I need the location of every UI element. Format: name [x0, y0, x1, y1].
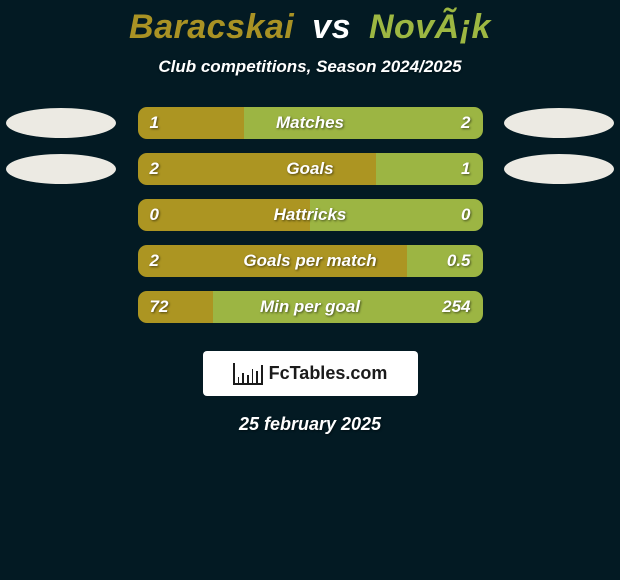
- stat-bar-right: [244, 107, 482, 139]
- stat-bar: 20.5Goals per match: [138, 245, 483, 277]
- date: 25 february 2025: [0, 414, 620, 435]
- stat-bar: 00Hattricks: [138, 199, 483, 231]
- stat-bar-left: [138, 153, 376, 185]
- stat-value-right: 254: [430, 291, 482, 323]
- stat-value-right: 0.5: [435, 245, 483, 277]
- infographic: Baracskai vs NovÃ¡k Club competitions, S…: [0, 0, 620, 435]
- stat-bar: 12Matches: [138, 107, 483, 139]
- stat-rows: 12Matches21Goals00Hattricks20.5Goals per…: [0, 107, 620, 323]
- avatar-right: [504, 154, 614, 184]
- stat-bar-left: [138, 245, 407, 277]
- stat-value-left: 2: [138, 245, 171, 277]
- logo[interactable]: FcTables.com: [203, 351, 418, 396]
- stat-value-right: 2: [449, 107, 482, 139]
- stat-row: 00Hattricks: [0, 199, 620, 231]
- title-player1: Baracskai: [129, 8, 294, 46]
- avatar-right: [504, 108, 614, 138]
- stat-bar: 72254Min per goal: [138, 291, 483, 323]
- stat-row: 72254Min per goal: [0, 291, 620, 323]
- stat-value-left: 1: [138, 107, 171, 139]
- stat-value-left: 2: [138, 153, 171, 185]
- stat-value-left: 72: [138, 291, 181, 323]
- logo-chart-icon: [233, 363, 263, 385]
- stat-value-right: 1: [449, 153, 482, 185]
- logo-text: FcTables.com: [269, 363, 388, 384]
- stat-bar: 21Goals: [138, 153, 483, 185]
- title: Baracskai vs NovÃ¡k: [0, 8, 620, 47]
- stat-row: 12Matches: [0, 107, 620, 139]
- stat-row: 21Goals: [0, 153, 620, 185]
- title-vs: vs: [312, 8, 351, 46]
- stat-value-right: 0: [449, 199, 482, 231]
- avatar-left: [6, 154, 116, 184]
- stat-value-left: 0: [138, 199, 171, 231]
- avatar-left: [6, 108, 116, 138]
- title-player2: NovÃ¡k: [369, 8, 491, 46]
- subtitle: Club competitions, Season 2024/2025: [0, 57, 620, 77]
- stat-row: 20.5Goals per match: [0, 245, 620, 277]
